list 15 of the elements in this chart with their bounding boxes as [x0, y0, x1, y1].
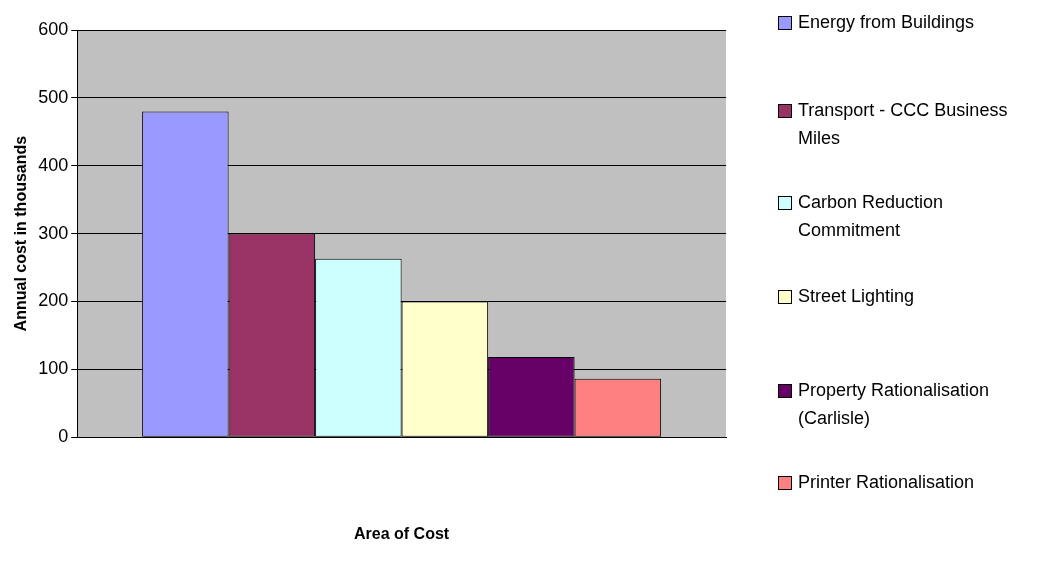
x-axis-title: Area of Cost: [354, 524, 450, 542]
legend-label: Energy from Buildings: [798, 11, 975, 34]
legend-label: Printer Rationalisation: [798, 471, 975, 494]
y-axis-title: Annual cost in thousands: [12, 135, 30, 332]
legend-label: Transport - CCC Business Miles: [798, 99, 1009, 150]
legend-label: Carbon Reduction Commitment: [798, 191, 945, 242]
y-tick-label: 400: [38, 154, 69, 175]
y-tick-label: 0: [58, 426, 69, 447]
legend-label: Street Lighting: [798, 285, 915, 308]
y-tick-label: 100: [38, 358, 69, 379]
y-tick-label: 300: [38, 222, 69, 243]
y-tick-label: 200: [38, 290, 69, 311]
y-tick-label: 500: [38, 86, 69, 107]
legend-label: Property Rationalisation (Carlisle): [798, 379, 991, 430]
y-tick-label: 600: [38, 18, 69, 39]
